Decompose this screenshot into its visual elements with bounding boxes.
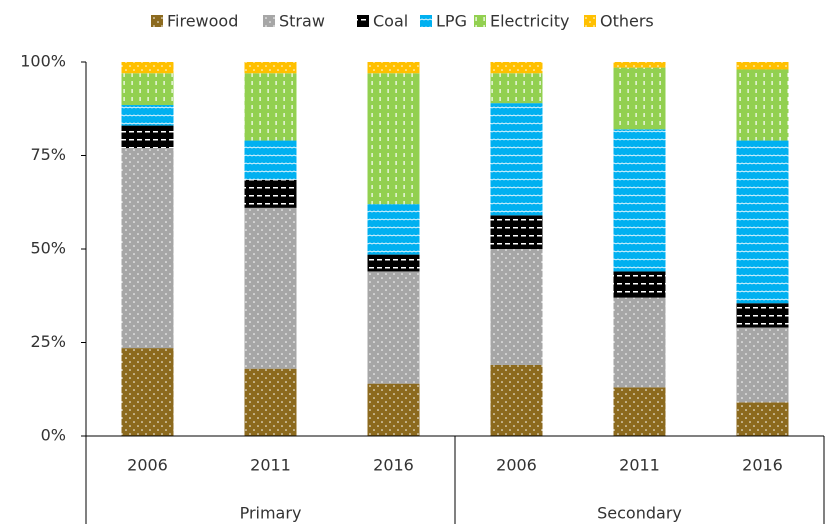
bar-segment xyxy=(121,62,174,74)
legend-label: Coal xyxy=(373,12,408,31)
legend-label: Straw xyxy=(279,12,325,31)
bar-segment xyxy=(244,207,297,369)
bar-segment xyxy=(367,73,420,205)
bar-segment xyxy=(244,73,297,141)
bar-segment xyxy=(736,303,789,328)
legend-swatch xyxy=(151,15,163,27)
bar-segment xyxy=(613,271,666,298)
legend-swatch xyxy=(584,15,596,27)
bar-segment xyxy=(613,387,666,436)
bar-segment xyxy=(490,249,543,365)
bar-segment xyxy=(367,254,420,272)
y-tick-label: 100% xyxy=(20,52,66,71)
bar-segment xyxy=(244,179,297,208)
bar-segment xyxy=(244,368,297,436)
legend-swatch xyxy=(263,15,275,27)
bar-segment xyxy=(613,62,666,68)
group-label: Secondary xyxy=(597,504,682,523)
x-tick-label: 2016 xyxy=(373,456,414,475)
legend-label: Electricity xyxy=(490,12,569,31)
x-tick-label: 2011 xyxy=(250,456,291,475)
bar-segment xyxy=(736,140,789,304)
bar-segment xyxy=(613,129,666,272)
legend-swatch xyxy=(474,15,486,27)
bar-segment xyxy=(490,103,543,216)
legend-label: Others xyxy=(600,12,654,31)
bar-segment xyxy=(121,73,174,106)
legend-swatch xyxy=(357,15,369,27)
bar-segment xyxy=(490,62,543,74)
x-tick-label: 2006 xyxy=(127,456,168,475)
bar-segment xyxy=(121,125,174,149)
x-tick-label: 2011 xyxy=(619,456,660,475)
x-tick-label: 2016 xyxy=(742,456,783,475)
y-tick-label: 75% xyxy=(30,145,66,164)
bar-segment xyxy=(490,215,543,249)
bar-segment xyxy=(121,105,174,126)
bar-segment xyxy=(367,62,420,74)
y-tick-label: 0% xyxy=(41,426,66,445)
bar-segment xyxy=(736,69,789,141)
bar-segment xyxy=(613,297,666,388)
x-tick-label: 2006 xyxy=(496,456,537,475)
bar-segment xyxy=(490,73,543,104)
bar-segment xyxy=(244,140,297,180)
legend-swatch xyxy=(420,15,432,27)
y-tick-label: 50% xyxy=(30,239,66,258)
bar-segment xyxy=(736,62,789,70)
bar-segment xyxy=(121,348,174,436)
bar-segment xyxy=(121,148,174,349)
bar-segment xyxy=(736,402,789,436)
bar-segment xyxy=(367,271,420,384)
legend-label: Firewood xyxy=(167,12,238,31)
bar-segment xyxy=(367,383,420,436)
bar-segment xyxy=(490,364,543,436)
group-label: Primary xyxy=(240,504,302,523)
bar-segment xyxy=(367,204,420,255)
bar-segment xyxy=(244,62,297,74)
bar-segment xyxy=(613,67,666,130)
legend-label: LPG xyxy=(436,12,467,31)
bar-segment xyxy=(736,327,789,403)
y-tick-label: 25% xyxy=(30,332,66,351)
